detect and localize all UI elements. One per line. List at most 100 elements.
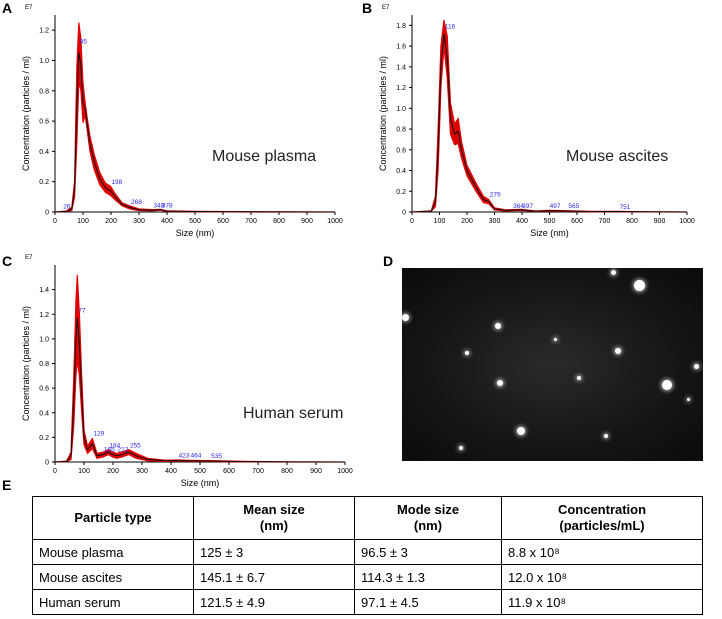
error-band [411,20,688,213]
y-tick-label: 1.6 [396,44,406,51]
particle-spot [577,376,581,380]
table-cell: 12.0 x 10⁸ [501,564,703,590]
y-tick-label: 1.0 [39,58,49,65]
header-concentration: Concentration (particles/mL) [501,496,703,540]
x-tick-label: 700 [252,468,264,475]
table-cell: 114.3 ± 1.3 [354,564,502,590]
peak-label: 279 [490,192,501,199]
chart-c-svg: 0 0.2 0.4 0.6 0.8 1.0 1.2 1.4 0 100 200 300 400 500 60… [21,255,353,488]
x-tick-label: 800 [273,218,285,225]
y-tick-label: 0.4 [39,149,49,156]
peak-label: 378 [162,203,173,210]
chart-b-svg: 0 0.2 0.4 0.6 0.8 1.0 1.2 1.4 1.6 1.8 0 100 200 300 40… [378,5,695,238]
header-line: Particle type [74,510,152,525]
y-tick-label: 1.8 [396,23,406,30]
peak-label: 165 [104,446,115,453]
x-tick-label: 900 [301,218,313,225]
header-line: Concentration [557,502,647,517]
x-tick-label: 700 [599,218,611,225]
peak-label: 129 [93,430,104,437]
header-line: (particles/mL) [559,518,645,533]
particle-spot [634,280,645,291]
x-tick-label: 300 [489,218,501,225]
y-tick-label: 0.2 [39,179,49,186]
y-axis-label: Concentration (particles / ml) [21,56,31,171]
y-tick-label: 0.4 [39,410,49,417]
particle-spot [554,338,557,341]
sample-label-mouse-ascites: Mouse ascites [566,148,669,165]
table-cell: 8.8 x 10⁸ [501,539,703,565]
x-tick-label: 100 [77,218,89,225]
table-cell: 145.1 ± 6.7 [193,564,355,590]
x-tick-label: 200 [105,218,117,225]
peak-label: 212 [117,446,128,453]
table-cell: 121.5 ± 4.9 [193,589,355,615]
peak-label: 198 [111,179,122,186]
peak-label: 184 [109,443,120,450]
x-tick-label: 700 [245,218,257,225]
x-tick-label: 900 [654,218,666,225]
x-tick-label: 1000 [327,218,343,225]
x-axis-label: Size (nm) [530,228,569,238]
table-row: Mouse plasma 125 ± 3 96.5 ± 3 8.8 x 10⁸ [32,539,703,565]
y-exponent-label: E7 [25,5,33,11]
peak-label: 397 [522,203,533,210]
mean-line [411,33,688,213]
peak-label: 255 [130,443,141,450]
chart-panel-b: 0 0.2 0.4 0.6 0.8 1.0 1.2 1.4 1.6 1.8 0 100 200 300 40… [360,0,722,250]
x-tick-label: 0 [410,218,414,225]
header-line: (nm) [259,518,289,533]
peak-label: 85 [80,38,88,45]
y-tick-label: 0.6 [39,119,49,126]
table-row: Human serum 121.5 ± 4.9 97.1 ± 4.5 11.9 … [32,589,703,615]
table-header-row: Particle type Mean size (nm) Mode size (… [32,496,703,540]
y-tick-label: 0.6 [39,386,49,393]
particle-spot [459,446,463,450]
y-tick-label: 1.0 [396,106,406,113]
peak-label: 77 [78,307,86,314]
error-band [54,22,336,213]
mean-line [54,52,336,213]
x-tick-label: 100 [78,468,90,475]
y-tick-label: 0.2 [39,435,49,442]
chart-a-svg: 0 0.2 0.4 0.6 0.8 1.0 1.2 0 100 200 300 400 500 600 70… [21,5,343,238]
x-tick-label: 500 [544,218,556,225]
x-tick-label: 1000 [679,218,695,225]
table-cell: Mouse plasma [32,539,194,565]
y-tick-label: 1.0 [39,336,49,343]
peak-label: 751 [620,204,631,211]
chart-panel-a: 0 0.2 0.4 0.6 0.8 1.0 1.2 0 100 200 300 400 500 600 70… [0,0,360,250]
particle-spot [611,270,616,275]
panel-letter-b: B [362,0,373,16]
peak-label: 116 [445,24,456,31]
peak-label: 497 [550,203,561,210]
sample-label-human-serum: Human serum [243,405,344,422]
x-tick-label: 600 [571,218,583,225]
y-tick-label: 1.2 [39,28,49,35]
x-tick-label: 300 [133,218,145,225]
peak-label: 364 [513,203,524,210]
x-tick-label: 900 [310,468,322,475]
header-line: (nm) [413,518,443,533]
peak-label: 565 [568,203,579,210]
y-tick-label: 0.2 [396,189,406,196]
table-cell: 97.1 ± 4.5 [354,589,502,615]
particle-spot [517,427,525,435]
x-tick-label: 200 [461,218,473,225]
table-row: Mouse ascites 145.1 ± 6.7 114.3 ± 1.3 12… [32,564,703,590]
y-exponent-label: E7 [382,5,390,11]
x-axis-label: Size (nm) [176,228,215,238]
x-tick-label: 800 [281,468,293,475]
y-axis-label: Concentration (particles / ml) [378,56,388,171]
chart-panel-c: 0 0.2 0.4 0.6 0.8 1.0 1.2 1.4 0 100 200 300 400 500 60… [0,253,370,498]
peak-label: 26 [63,203,71,210]
x-tick-label: 1000 [337,468,353,475]
particle-spot [615,348,621,354]
x-tick-label: 600 [217,218,229,225]
mean-line [54,317,346,463]
y-tick-label: 0 [402,210,406,217]
y-exponent-label: E7 [25,255,33,261]
table-cell: 125 ± 3 [193,539,355,565]
table-cell: 96.5 ± 3 [354,539,502,565]
x-tick-label: 100 [434,218,446,225]
